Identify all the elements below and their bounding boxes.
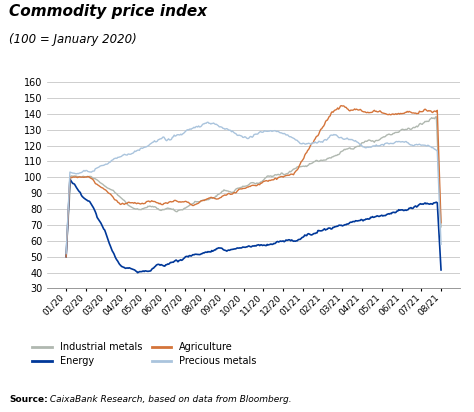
Text: CaixaBank Research, based on data from Bloomberg.: CaixaBank Research, based on data from B… bbox=[47, 395, 292, 404]
Text: Commodity price index: Commodity price index bbox=[9, 4, 208, 19]
Text: (100 = January 2020): (100 = January 2020) bbox=[9, 33, 137, 46]
Legend: Industrial metals, Energy, Agriculture, Precious metals: Industrial metals, Energy, Agriculture, … bbox=[28, 338, 260, 370]
Text: Source:: Source: bbox=[9, 395, 48, 404]
